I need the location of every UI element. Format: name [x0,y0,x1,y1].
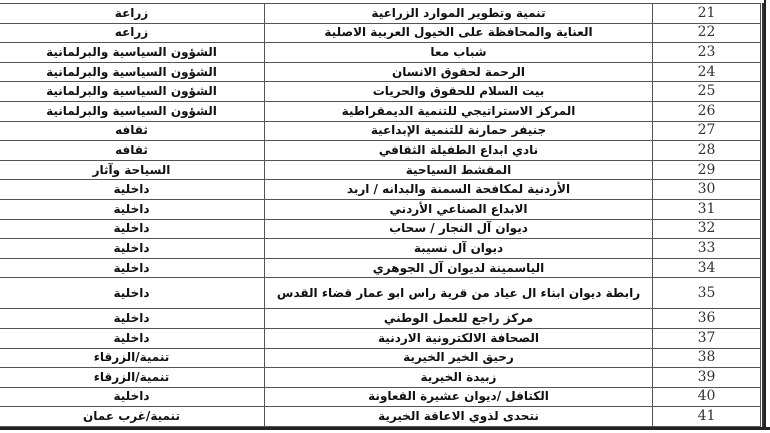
table-row: 32 ديوان آل النجار / سحاب داخلية [0,218,761,240]
sector-cell: داخلية [0,308,265,329]
table-row: 27 جنيفر حمارنة للتنمية الإبداعية ثقافه [0,120,761,142]
row-number-cell: 38 [652,347,761,369]
association-name-cell: رابطة ديوان ابناء ال عياد من قرية راس اب… [264,277,653,310]
row-number-cell: 28 [652,140,761,161]
sector-cell: الشؤون السياسية والبرلمانية [0,100,265,122]
sector-cell: داخلية [0,386,265,408]
table-row: 39 زبيدة الخيرية تنمية/الزرقاء [0,367,761,388]
bottom-rule [0,427,770,430]
table-row: 29 المقشط السياحية السياحة وآثار [0,159,761,181]
table-row: 23 شباب معا الشؤون السياسية والبرلمانية [0,42,761,63]
sector-cell: داخلية [0,179,265,200]
sector-cell: الشؤون السياسية والبرلمانية [0,81,265,102]
row-number-cell: 27 [652,120,761,142]
association-name-cell: المقشط السياحية [264,159,653,181]
table-row: 41 نتحدى لذوي الاعاقة الخيرية تنمية/غرب عم… [0,406,761,427]
row-number-cell: 33 [652,238,761,259]
sector-cell: داخلية [0,257,265,279]
association-name-cell: نتحدى لذوي الاعاقة الخيرية [264,406,653,427]
row-number-cell: 25 [652,81,761,102]
sector-cell: زراعة [0,3,265,24]
association-name-cell: الأردنية لمكافحة السمنة والبدانه / اربد [264,179,653,200]
association-name-cell: زبيدة الخيرية [264,367,653,388]
row-number-cell: 26 [652,100,761,122]
table-row: 28 نادي ابداع الطفيلة الثقافي ثقافه [0,140,761,161]
sector-cell: السياحة وآثار [0,159,265,181]
row-number-cell: 23 [652,42,761,63]
association-name-cell: العناية والمحافظة على الخيول العربية الا… [264,22,653,44]
table-row: 25 بيت السلام للحقوق والحريات الشؤون السيا… [0,81,761,102]
row-number-cell: 39 [652,367,761,388]
row-number-cell: 24 [652,61,761,83]
associations-table-frame: 21 تنمية وتطوير الموارد الزراعية زراعة 22 ال… [0,3,765,427]
association-name-cell: شباب معا [264,42,653,63]
row-number-cell: 31 [652,198,761,220]
association-name-cell: جنيفر حمارنة للتنمية الإبداعية [264,120,653,142]
sector-cell: الشؤون السياسية والبرلمانية [0,61,265,83]
association-name-cell: الصحافة الالكترونية الاردنية [264,327,653,349]
sector-cell: تنمية/الزرقاء [0,367,265,388]
row-number-cell: 32 [652,218,761,240]
sector-cell: زراعه [0,22,265,44]
row-number-cell: 34 [652,257,761,279]
table-row: 22 العناية والمحافظة على الخيول العربية ا… [0,22,761,44]
sector-cell: تنمية/غرب عمان [0,406,265,427]
association-name-cell: المركز الاستراتيجي للتنمية الديمقراطية [264,100,653,122]
table-row: 31 الابداع الصناعي الأردني داخلية [0,198,761,220]
table-row: 38 رحيق الخير الخيرية تنمية/الزرقاء [0,347,761,369]
row-number-cell: 40 [652,386,761,408]
row-number-cell: 22 [652,22,761,44]
association-name-cell: نادي ابداع الطفيلة الثقافي [264,140,653,161]
sector-cell: ثقافه [0,120,265,142]
sector-cell: داخلية [0,277,265,310]
sector-cell: داخلية [0,198,265,220]
table-row: 33 ديوان آل نسيبة داخلية [0,238,761,259]
association-name-cell: الابداع الصناعي الأردني [264,198,653,220]
association-name-cell: الرحمة لحقوق الانسان [264,61,653,83]
associations-table: 21 تنمية وتطوير الموارد الزراعية زراعة 22 ال… [0,3,761,427]
association-name-cell: مركز راجع للعمل الوطني [264,308,653,329]
table-row: 36 مركز راجع للعمل الوطني داخلية [0,308,761,329]
row-number-cell: 35 [652,277,761,310]
table-row: 37 الصحافة الالكترونية الاردنية داخلية [0,327,761,349]
association-name-cell: ديوان آل النجار / سحاب [264,218,653,240]
row-number-cell: 29 [652,159,761,181]
table-row: 26 المركز الاستراتيجي للتنمية الديمقراطية… [0,100,761,122]
row-number-cell: 36 [652,308,761,329]
sector-cell: تنمية/الزرقاء [0,347,265,369]
association-name-cell: ديوان آل نسيبة [264,238,653,259]
row-number-cell: 41 [652,406,761,427]
association-name-cell: تنمية وتطوير الموارد الزراعية [264,3,653,24]
table-row: 34 الياسمينة لديوان آل الجوهري داخلية [0,257,761,279]
table-row: 24 الرحمة لحقوق الانسان الشؤون السياسية وا… [0,61,761,83]
sector-cell: الشؤون السياسية والبرلمانية [0,42,265,63]
row-number-cell: 21 [652,3,761,24]
row-number-cell: 30 [652,179,761,200]
page-edge [764,0,766,430]
association-name-cell: الكتافل /ديوان عشيرة القعاونة [264,386,653,408]
sector-cell: داخلية [0,238,265,259]
association-name-cell: رحيق الخير الخيرية [264,347,653,369]
association-name-cell: الياسمينة لديوان آل الجوهري [264,257,653,279]
table-row: 30 الأردنية لمكافحة السمنة والبدانه / ارب… [0,179,761,200]
sector-cell: داخلية [0,327,265,349]
sector-cell: داخلية [0,218,265,240]
sector-cell: ثقافه [0,140,265,161]
table-row: 21 تنمية وتطوير الموارد الزراعية زراعة [0,3,761,24]
association-name-cell: بيت السلام للحقوق والحريات [264,81,653,102]
table-row: 40 الكتافل /ديوان عشيرة القعاونة داخلية [0,386,761,408]
table-row: 35 رابطة ديوان ابناء ال عياد من قرية راس … [0,277,761,310]
row-number-cell: 37 [652,327,761,349]
